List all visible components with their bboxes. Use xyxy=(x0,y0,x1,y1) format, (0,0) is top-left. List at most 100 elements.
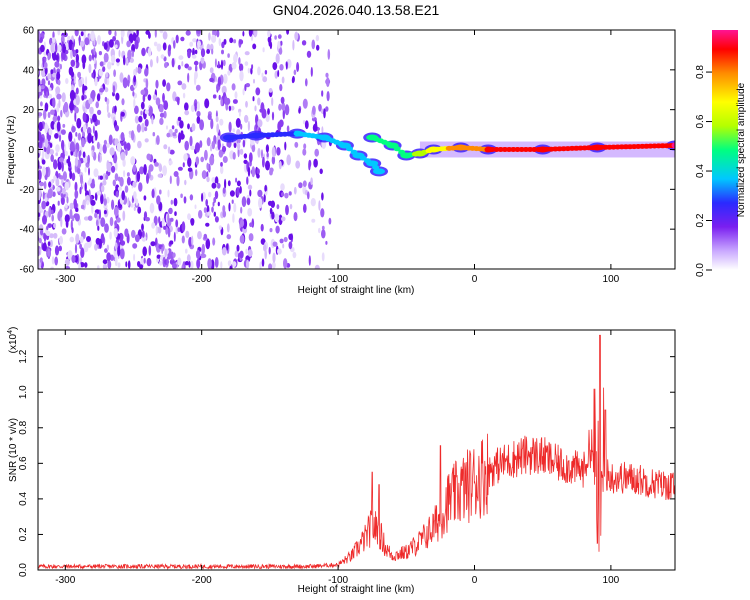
spectrogram-noise-cell xyxy=(164,62,168,69)
spectrogram-noise-cell xyxy=(64,266,70,269)
colorbar: 0.0 0.2 0.4 0.6 0.8 Normalized spectral ampl… xyxy=(695,30,747,277)
spectrogram-noise-cell xyxy=(230,105,235,111)
spectrogram-noise-cell xyxy=(57,44,62,52)
spectrogram-noise-cell xyxy=(306,50,312,58)
spectrogram-noise-cell xyxy=(256,173,260,179)
spectrogram-noise-cell xyxy=(49,233,54,239)
spectrogram-noise-cell xyxy=(60,109,63,118)
spectrogram-noise-cell xyxy=(79,186,82,195)
spectrogram-noise-cell xyxy=(238,39,244,45)
spectrogram-noise-cell xyxy=(75,53,79,63)
spectrogram-noise-cell xyxy=(80,247,85,258)
spectrogram-track-cell xyxy=(398,149,406,155)
spectrogram-noise-cell xyxy=(159,112,165,118)
spectrogram-noise-cell xyxy=(220,162,223,167)
spectrogram-noise-cell xyxy=(233,142,237,148)
spectrogram-noise-cell xyxy=(238,111,241,117)
spectrogram-noise-cell xyxy=(278,119,284,128)
spectrogram-noise-cell xyxy=(232,152,236,160)
spectrogram-noise-cell xyxy=(64,144,67,153)
spectrogram-noise-cell xyxy=(51,214,54,222)
spectrogram-noise-cell xyxy=(228,105,232,112)
spectrogram-noise-cell xyxy=(200,156,204,163)
spectrogram-noise-cell xyxy=(74,189,79,199)
spectrogram-noise-cell xyxy=(84,262,88,268)
spectrogram-noise-cell xyxy=(62,187,66,195)
spectrogram-noise-cell xyxy=(156,55,159,64)
spectrogram-noise-cell xyxy=(243,153,248,159)
spectrogram-noise-cell xyxy=(151,115,154,125)
spectrogram-noise-cell xyxy=(156,195,161,205)
spectrogram-noise-cell xyxy=(82,60,86,70)
spectrogram-noise-cell xyxy=(310,177,313,185)
spectrogram-noise-cell xyxy=(308,255,311,266)
spectrogram-noise-cell xyxy=(54,245,60,256)
spectrogram-noise-cell xyxy=(274,35,277,40)
spectrogram-noise-cell xyxy=(264,70,268,75)
snr-x-tick-label: 0 xyxy=(472,575,478,586)
spectrogram-y-tick-label: -20 xyxy=(20,185,35,196)
spectrogram-noise-cell xyxy=(78,79,83,88)
spectrogram-noise-cell xyxy=(193,60,199,66)
spectrogram-noise-cell xyxy=(260,238,266,245)
spectrogram-noise-cell xyxy=(271,261,276,269)
spectrogram-noise-cell xyxy=(79,40,85,47)
spectrogram-noise-cell xyxy=(99,88,105,93)
spectrogram-noise-cell xyxy=(103,42,108,50)
spectrogram-noise-cell xyxy=(293,186,297,195)
spectrogram-noise-cell xyxy=(43,233,47,243)
spectrogram-noise-cell xyxy=(144,119,149,127)
spectrogram-noise-cell xyxy=(52,97,56,108)
spectrogram-noise-cell xyxy=(102,143,107,154)
spectrogram-noise-cell xyxy=(247,184,253,190)
spectrogram-noise-cell xyxy=(162,165,168,177)
spectrogram-noise-cell xyxy=(73,73,76,84)
spectrogram-track-cell xyxy=(671,143,675,148)
spectrogram-noise-cell xyxy=(257,147,261,158)
spectrogram-noise-cell xyxy=(57,79,61,86)
spectrogram-noise-cell xyxy=(195,84,201,91)
spectrogram-noise-cell xyxy=(102,263,108,269)
spectrogram-noise-cell xyxy=(117,246,121,257)
spectrogram-noise-cell xyxy=(277,40,281,49)
snr-y-tick-label: 0.8 xyxy=(18,420,29,434)
spectrogram-noise-cell xyxy=(200,57,205,64)
spectrogram-noise-cell xyxy=(52,115,58,123)
spectrogram-noise-cell xyxy=(206,137,211,147)
spectrogram-noise-cell xyxy=(87,180,92,186)
spectrogram-noise-cell xyxy=(152,132,156,137)
snr-x-label: Height of straight line (km) xyxy=(298,584,415,595)
spectrogram-noise-cell xyxy=(164,248,167,258)
spectrogram-noise-cell xyxy=(64,258,70,266)
spectrogram-noise-cell xyxy=(57,30,61,36)
spectrogram-noise-cell xyxy=(40,36,43,43)
spectrogram-noise-cell xyxy=(107,260,112,269)
spectrogram-noise-cell xyxy=(98,51,102,56)
spectrogram-noise-cell xyxy=(240,219,245,228)
spectrogram-noise-cell xyxy=(151,222,156,229)
spectrogram-noise-cell xyxy=(78,150,81,160)
spectrogram-noise-cell xyxy=(221,49,224,55)
spectrogram-noise-cell xyxy=(169,217,174,222)
spectrogram-noise-cell xyxy=(195,249,201,259)
spectrogram-noise-cell xyxy=(194,102,197,112)
spectrogram-noise-cell xyxy=(254,105,257,112)
spectrogram-noise-cell xyxy=(54,133,59,139)
spectrogram-noise-cell xyxy=(205,238,211,250)
spectrogram-noise-cell xyxy=(239,70,244,82)
spectrogram-noise-cell xyxy=(245,100,248,108)
spectrogram-noise-cell xyxy=(280,183,285,191)
colorbar-tick-label: 0.6 xyxy=(695,114,706,128)
spectrogram-noise-cell xyxy=(249,189,252,197)
spectrogram-noise-cell xyxy=(256,168,260,175)
spectrogram-noise-cell xyxy=(206,176,210,183)
spectrogram-noise-cell xyxy=(158,216,161,224)
spectrogram-noise-cell xyxy=(134,105,139,115)
spectrogram-noise-cell xyxy=(41,150,45,160)
spectrogram-noise-cell xyxy=(248,152,253,163)
spectrogram-noise-cell xyxy=(181,235,185,244)
spectrogram-noise-cell xyxy=(225,97,231,105)
spectrogram-noise-cell xyxy=(98,209,101,220)
spectrogram-noise-cell xyxy=(88,63,92,74)
spectrogram-noise-cell xyxy=(114,173,119,182)
